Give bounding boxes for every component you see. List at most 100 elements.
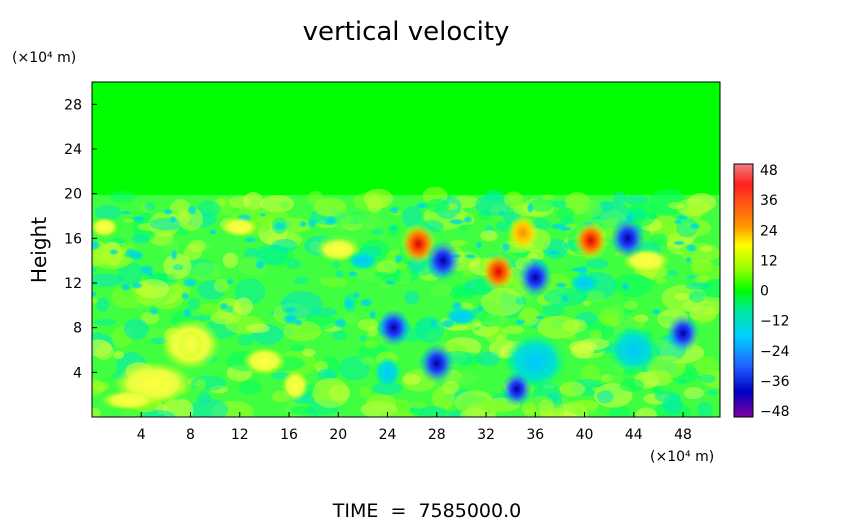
field-cell xyxy=(698,374,716,383)
colorbar-label: −24 xyxy=(760,344,790,360)
field-cell xyxy=(320,277,348,288)
field-cell xyxy=(557,207,575,221)
field-cell xyxy=(373,271,392,278)
field-cell xyxy=(195,379,206,391)
field-cell xyxy=(612,191,627,204)
field-cell xyxy=(181,277,200,289)
field-cell xyxy=(92,245,134,269)
field-cell xyxy=(612,273,653,298)
field-cell xyxy=(536,315,580,339)
field-cell xyxy=(188,239,206,253)
field-cell xyxy=(331,261,341,268)
field-cell xyxy=(635,407,658,417)
field-cell xyxy=(367,325,378,338)
field-cell xyxy=(121,409,137,417)
field-cell xyxy=(94,318,116,326)
field-cell xyxy=(393,253,404,265)
field-cell xyxy=(415,315,445,344)
field-cell xyxy=(359,335,367,342)
field-cell xyxy=(599,307,619,327)
field-cell xyxy=(541,303,565,317)
updraft-core xyxy=(281,370,309,402)
field-cell xyxy=(650,233,668,246)
x-tick-label: 40 xyxy=(576,427,594,443)
x-unit-label: (×10⁴ m) xyxy=(650,449,714,465)
field-cell xyxy=(623,316,645,330)
x-tick-label: 16 xyxy=(280,427,298,443)
field-cell xyxy=(654,391,681,403)
field-cell xyxy=(582,300,591,306)
field-cell xyxy=(676,198,710,216)
field-cell xyxy=(360,356,376,366)
field-cell xyxy=(254,259,266,270)
field-cell xyxy=(694,356,719,378)
field-cell xyxy=(129,281,144,290)
downdraft-core xyxy=(376,308,411,348)
field-cell xyxy=(540,407,566,417)
field-cell xyxy=(674,214,689,221)
field-cell xyxy=(447,218,466,226)
field-cell xyxy=(502,325,525,334)
field-cell xyxy=(127,249,145,261)
field-cell xyxy=(94,205,121,220)
field-cell xyxy=(243,236,258,243)
field-cell xyxy=(430,284,452,297)
field-cell xyxy=(218,302,229,311)
field-cell xyxy=(380,410,415,417)
colorbar-label: 48 xyxy=(760,163,778,179)
field-cell xyxy=(596,390,614,404)
field-cell xyxy=(222,252,239,269)
field-cell xyxy=(515,297,527,305)
field-cell xyxy=(689,222,701,230)
field-cell xyxy=(462,269,473,277)
field-cell xyxy=(475,240,483,250)
field-cell xyxy=(123,318,149,340)
field-cell xyxy=(363,188,394,209)
field-cell xyxy=(189,398,229,417)
field-cell xyxy=(368,309,377,320)
colorbar-label: 24 xyxy=(760,223,778,239)
field-cell xyxy=(700,245,713,253)
downdraft-region xyxy=(568,273,601,293)
field-cell xyxy=(186,204,198,216)
field-cell xyxy=(131,234,150,244)
field-cell xyxy=(282,320,322,342)
field-cell xyxy=(655,278,667,284)
field-cell xyxy=(96,297,110,312)
field-cell xyxy=(696,401,713,417)
field-cell xyxy=(620,281,630,292)
field-cell xyxy=(557,225,574,232)
field-cell xyxy=(442,381,460,395)
field-cell xyxy=(146,271,154,277)
field-cell xyxy=(283,306,299,314)
colorbar-label: 0 xyxy=(760,284,769,300)
field-cell xyxy=(484,325,508,344)
field-cell xyxy=(117,261,144,285)
field-cell xyxy=(92,408,101,417)
heatmap-plot xyxy=(92,82,720,417)
field-cell xyxy=(474,194,512,216)
field-cell xyxy=(404,290,420,305)
field-cell xyxy=(683,387,704,400)
field-cell xyxy=(689,290,706,303)
updraft-core xyxy=(481,252,516,292)
updraft-region xyxy=(92,217,119,238)
colorbar-label: −36 xyxy=(760,374,790,390)
field-cell xyxy=(590,328,603,341)
downdraft-core xyxy=(418,342,455,385)
field-cell xyxy=(197,391,212,404)
field-cell xyxy=(707,389,717,396)
downdraft-core xyxy=(424,239,461,282)
field-cell xyxy=(168,215,178,224)
field-cell xyxy=(299,220,308,228)
y-tick-label: 20 xyxy=(64,187,82,203)
field-cell xyxy=(388,205,401,215)
field-cell xyxy=(608,405,632,417)
field-cell xyxy=(119,210,133,215)
field-cell xyxy=(674,293,690,300)
field-cell xyxy=(667,270,678,277)
field-cell xyxy=(542,194,554,201)
downdraft-region xyxy=(373,356,402,389)
field-cell xyxy=(401,205,423,228)
colorbar-labels: 48 36 24 12 0 −12 −24 −36 −48 xyxy=(760,163,790,420)
